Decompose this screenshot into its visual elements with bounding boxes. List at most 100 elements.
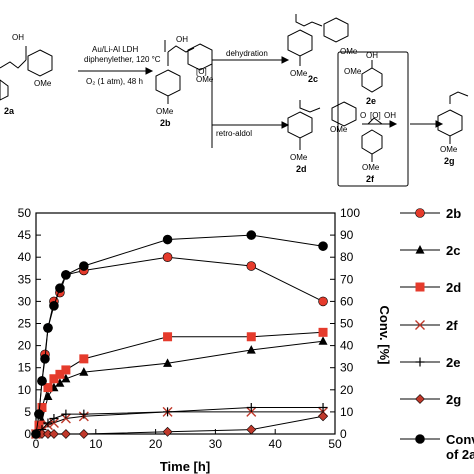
data-point [318, 241, 328, 251]
series-line [35, 234, 324, 435]
data-point [55, 378, 65, 387]
reagent-catalyst: Au/Li-Al LDH [92, 45, 138, 54]
data-point [61, 270, 71, 280]
y-right-tick-label: 100 [340, 206, 360, 220]
y-left-tick-label: 10 [18, 383, 32, 397]
series-line [35, 340, 324, 435]
compound-label-2b: 2b [160, 118, 171, 128]
group-ome-2b-para: OMe [156, 107, 174, 116]
data-point [49, 414, 59, 424]
data-point [61, 373, 71, 383]
data-point [79, 367, 89, 376]
y-left-tick-label: 15 [18, 361, 32, 375]
structure-2a [0, 46, 53, 101]
data-point [31, 429, 41, 439]
legend-label: 2f [446, 318, 458, 333]
y-left-tick-label: 40 [18, 250, 32, 264]
structure-2c [287, 14, 349, 66]
y-right-tick-label: 90 [340, 228, 354, 242]
group-oh-2f: OH [384, 111, 396, 120]
legend-marker [415, 434, 425, 444]
data-point [246, 424, 257, 435]
group-ome-2c-para: OMe [290, 69, 308, 78]
data-point [246, 345, 256, 354]
label-dehydration: dehydration [226, 49, 268, 58]
chart: 0 10 20 30 40 5005101520253035404550010203040… [18, 206, 474, 474]
data-point [60, 429, 71, 439]
y-left-tick-label: 50 [18, 206, 32, 220]
data-point [40, 354, 50, 364]
y-right-tick-label: 30 [340, 361, 354, 375]
x-tick-label: 10 [89, 437, 103, 451]
data-point [318, 296, 328, 307]
legend-item-4: 2f [400, 318, 458, 333]
data-point [318, 336, 328, 345]
legend-marker [415, 357, 425, 367]
y-right-tick-label: 20 [340, 383, 354, 397]
x-axis-title: Time [h] [160, 459, 210, 474]
compound-label-2d: 2d [296, 164, 307, 174]
legend-label: 2e [446, 355, 460, 370]
group-ome-2d: OMe [330, 125, 348, 134]
compound-label-2c: 2c [308, 74, 318, 84]
data-point [162, 252, 173, 263]
structure-2e [361, 60, 383, 93]
y-right-tick-label: 0 [340, 427, 347, 441]
x-tick-label: 40 [269, 437, 283, 451]
reagent-oxygen: O₂ (1 atm), 48 h [86, 77, 143, 86]
data-point [246, 332, 256, 342]
data-point [163, 358, 173, 367]
group-ome-2a: OMe [34, 79, 52, 88]
group-oh-2e: OH [366, 51, 378, 60]
legend-label: 2b [446, 206, 461, 221]
group-ome-2d-para: OMe [290, 153, 308, 162]
group-ome-2g: OMe [440, 145, 458, 154]
y2-axis-title: Conv. [%] [377, 306, 392, 365]
series-line [36, 415, 324, 435]
data-point [318, 327, 328, 337]
legend-marker [415, 282, 425, 292]
group-ome-2e: OMe [344, 67, 362, 76]
data-point [246, 261, 257, 271]
compound-label-2g: 2g [444, 156, 455, 166]
y-left-tick-label: 30 [18, 294, 32, 308]
legend-marker [415, 208, 425, 218]
legend-item-7: Conv.of 2a [400, 432, 474, 462]
products-box [337, 51, 409, 187]
data-point [318, 411, 328, 422]
y-right-tick-label: 70 [340, 272, 354, 286]
series-2 [31, 336, 328, 438]
legend-item-5: 2e [400, 355, 460, 370]
data-point [163, 407, 173, 417]
data-point [49, 429, 59, 439]
y-left-tick-label: 0 [24, 427, 31, 441]
reaction-scheme: Au/Li-Al LDH diphenylether, 120 °C O₂ (1… [0, 14, 469, 187]
group-o-2f: O [360, 111, 366, 120]
structure-2f [361, 117, 383, 162]
data-point [43, 323, 53, 333]
structure-2d [287, 100, 357, 150]
compound-label-2f: 2f [366, 174, 375, 184]
data-point [43, 383, 53, 393]
group-ome-2f: OMe [362, 163, 380, 172]
compound-label-2a: 2a [4, 106, 15, 116]
data-point [163, 332, 173, 342]
data-point [246, 402, 256, 412]
y-right-tick-label: 50 [340, 317, 354, 331]
y-right-tick-label: 60 [340, 294, 354, 308]
x-tick-label: 20 [149, 437, 163, 451]
data-point [34, 409, 44, 419]
legend-marker [415, 245, 425, 254]
y-left-tick-label: 35 [18, 272, 32, 286]
data-point [49, 374, 59, 384]
x-tick-label: 50 [328, 437, 342, 451]
data-point [79, 409, 89, 419]
legend-marker [415, 320, 425, 330]
group-ome-2c: OMe [340, 47, 358, 56]
structure-2g [437, 91, 469, 144]
data-point [162, 426, 173, 437]
legend-marker [415, 394, 425, 404]
y-left-tick-label: 5 [24, 405, 31, 419]
x-tick-label: 30 [209, 437, 223, 451]
y-right-tick-label: 80 [340, 250, 354, 264]
